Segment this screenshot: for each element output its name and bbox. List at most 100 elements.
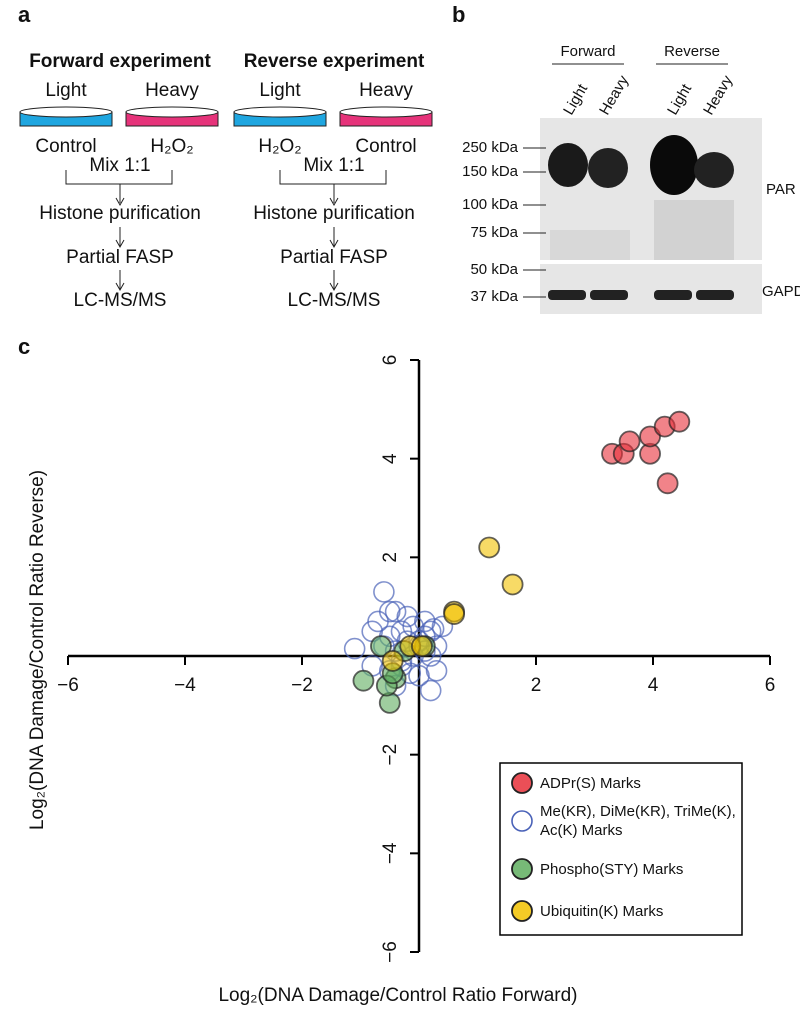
x-tick-label: −4 — [174, 675, 196, 696]
point — [443, 603, 466, 625]
point — [373, 581, 395, 603]
legend-entry: Me(KR), DiMe(KR), TriMe(K), Ac(K) Marks — [540, 803, 736, 839]
y-tick-label: 6 — [380, 355, 401, 366]
legend-marker — [511, 810, 533, 832]
dish-rim — [233, 106, 327, 118]
lane-label: Light — [560, 81, 591, 118]
experiment-title: Forward experiment — [29, 51, 211, 72]
legend-label: ADPr(S) Marks — [540, 774, 641, 792]
point — [425, 659, 448, 682]
point — [408, 664, 430, 687]
x-tick-label: 2 — [531, 675, 542, 696]
smear — [654, 200, 734, 260]
antibody-label: GAPDH — [762, 283, 800, 300]
band — [548, 290, 586, 300]
forward-workflow: Forward experiment Light Heavy Control H… — [19, 51, 219, 311]
x-tick-label: −2 — [291, 675, 313, 696]
legend-entry: Ubiquitin(K) Marks — [540, 902, 664, 920]
y-tick-label: 2 — [380, 552, 401, 563]
condition: H₂O₂ — [150, 136, 193, 157]
dish-label: Heavy — [145, 80, 199, 101]
y-tick-label: −2 — [380, 744, 401, 766]
band — [696, 290, 734, 300]
legend-label: Phospho(STY) Marks — [540, 860, 684, 878]
band — [588, 148, 628, 188]
step: Partial FASP — [66, 247, 174, 268]
dish-label: Light — [259, 80, 301, 101]
point — [431, 615, 454, 638]
group-label: Forward — [560, 43, 615, 60]
arrow — [115, 197, 125, 207]
point — [668, 410, 691, 433]
x-tick-label: 4 — [648, 675, 659, 696]
point — [656, 472, 679, 495]
step: Mix 1:1 — [89, 155, 150, 176]
dish-rim — [339, 106, 433, 118]
marker-label: 37 kDa — [470, 288, 518, 305]
y-tick-label: −4 — [380, 842, 401, 864]
lane-label: Heavy — [596, 72, 632, 118]
marker-label: 100 kDa — [462, 196, 519, 213]
antibody-label: PAR — [766, 181, 796, 198]
western-blot: Forward Reverse Light Heavy Light Heavy … — [462, 43, 800, 314]
panel-letter: a — [18, 2, 31, 27]
y-tick-label: 4 — [380, 453, 401, 464]
marker-label: 75 kDa — [470, 224, 518, 241]
arrow — [329, 227, 339, 249]
point — [419, 679, 442, 702]
band — [654, 290, 692, 300]
point — [381, 650, 404, 672]
legend-box — [499, 762, 743, 936]
reverse-workflow: Reverse experiment Light Heavy H₂O₂ Cont… — [233, 51, 433, 311]
y-axis-title: Log₂(DNA Damage/Control Ratio Reverse) — [27, 470, 48, 830]
arrow — [329, 270, 339, 292]
legend: ADPr(S) Marks Me(KR), DiMe(KR), TriMe(K),… — [499, 762, 743, 936]
step: Histone purification — [253, 203, 415, 224]
point — [422, 618, 445, 640]
step: Mix 1:1 — [303, 155, 364, 176]
arrow — [115, 270, 125, 292]
dish-label: Light — [45, 80, 87, 101]
bracket — [65, 170, 173, 203]
point — [478, 536, 501, 559]
arrow — [115, 227, 125, 249]
legend-label: Ubiquitin(K) Marks — [540, 902, 664, 920]
legend-marker — [511, 772, 533, 794]
point — [343, 637, 366, 660]
lane-label: Light — [664, 81, 695, 118]
experiment-title: Reverse experiment — [244, 51, 425, 72]
group-label: Reverse — [664, 43, 720, 60]
x-tick-label: −6 — [57, 675, 79, 696]
legend-entry: Phospho(STY) Marks — [540, 860, 684, 878]
band — [548, 143, 588, 187]
marker-label: 150 kDa — [462, 163, 519, 180]
marker-label: 250 kDa — [462, 139, 519, 156]
bracket — [279, 170, 387, 203]
point — [384, 600, 407, 623]
y-tick-label: −6 — [380, 941, 401, 963]
band — [694, 152, 734, 188]
smear — [550, 230, 630, 260]
band — [590, 290, 628, 300]
step: Partial FASP — [280, 247, 388, 268]
marker-label: 50 kDa — [470, 261, 518, 278]
step: LC-MS/MS — [288, 290, 381, 311]
arrow — [329, 197, 339, 207]
panel-letter: c — [18, 334, 30, 359]
dish-rim — [125, 106, 219, 118]
legend-marker — [511, 900, 533, 922]
condition: Control — [35, 136, 96, 157]
step: LC-MS/MS — [74, 290, 167, 311]
legend-entry: ADPr(S) Marks — [540, 774, 641, 792]
condition: Control — [355, 136, 416, 157]
panel-letter: b — [452, 2, 465, 27]
scatter-plot: −6 −4 −2 2 4 6 −6 −4 −2 2 4 6 ADPr(S) Marks Me(KR), D… — [57, 355, 775, 963]
x-axis-title: Log₂(DNA Damage/Control Ratio Forward) — [218, 985, 577, 1006]
point — [370, 635, 392, 658]
point — [352, 669, 375, 692]
dish-rim — [19, 106, 113, 118]
legend-label: Me(KR), DiMe(KR), TriMe(K), Ac(K) Marks — [540, 803, 736, 839]
lane-label: Heavy — [700, 72, 736, 118]
step: Histone purification — [39, 203, 201, 224]
